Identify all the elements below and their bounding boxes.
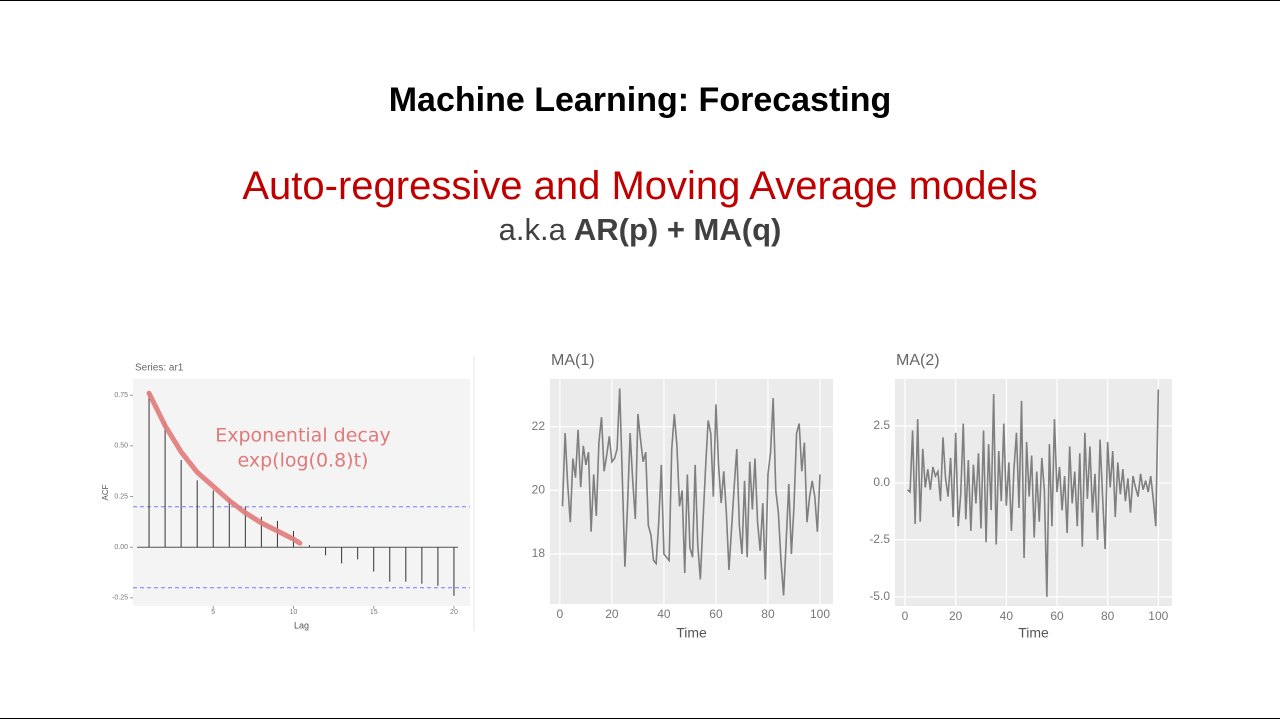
x-tick-label: 5 [211,609,215,616]
x-tick-label: 80 [761,607,775,621]
y-axis-label: ACF [101,484,110,500]
chart-title: MA(2) [896,352,940,369]
x-tick-label: 0 [902,609,909,623]
y-tick-label: 18 [532,546,546,560]
slide-subtitle: Auto-regressive and Moving Average model… [242,164,1038,208]
plot-background [133,379,470,606]
y-tick-label: 0.25 [114,493,128,500]
y-tick-label: -2.5 [869,532,890,546]
slide-title: Machine Learning: Forecasting [388,81,892,119]
annotation: Exponential decay [215,425,390,447]
chart-title: Series: ar1 [135,363,184,374]
x-axis-label: Time [676,625,707,641]
x-tick-label: 40 [1000,609,1014,623]
x-tick-label: 60 [709,607,723,621]
x-tick-label: 80 [1101,609,1115,623]
chart-title: MA(1) [551,352,595,369]
y-tick-label: -5.0 [869,589,890,603]
plot-background [550,379,833,604]
y-tick-label: 0.00 [114,544,128,551]
aka-models: AR(p) + MA(q) [573,212,782,247]
y-tick-label: 20 [532,483,546,497]
y-tick-label: -0.25 [112,595,128,602]
x-tick-label: 20 [949,609,963,623]
decay-curve [146,390,303,546]
x-axis-label: Time [1018,625,1049,641]
y-tick-label: 22 [532,419,546,433]
slide-aka: a.k.a AR(p) + MA(q) [0,212,1280,248]
y-tick-label: 0.75 [114,392,128,399]
x-tick-label: 100 [1148,609,1168,623]
x-tick-label: 20 [605,607,619,621]
y-tick-label: 0.50 [114,443,128,450]
annotation: exp(log(0.8)t) [238,450,369,472]
y-tick-label: 2.5 [873,418,890,432]
x-tick-label: 0 [557,607,564,621]
series-line [907,389,1160,597]
x-tick-label: 15 [370,609,378,616]
series-line [561,388,821,596]
y-tick-label: 0.0 [873,475,890,489]
x-axis-label: Lag [294,620,309,630]
x-tick-label: 100 [810,607,830,621]
aka-prefix: a.k.a [498,212,566,247]
x-tick-label: 40 [657,607,671,621]
x-tick-label: 10 [290,609,298,616]
x-tick-label: 20 [450,609,458,616]
plot-background [895,379,1172,606]
x-tick-label: 60 [1050,609,1064,623]
